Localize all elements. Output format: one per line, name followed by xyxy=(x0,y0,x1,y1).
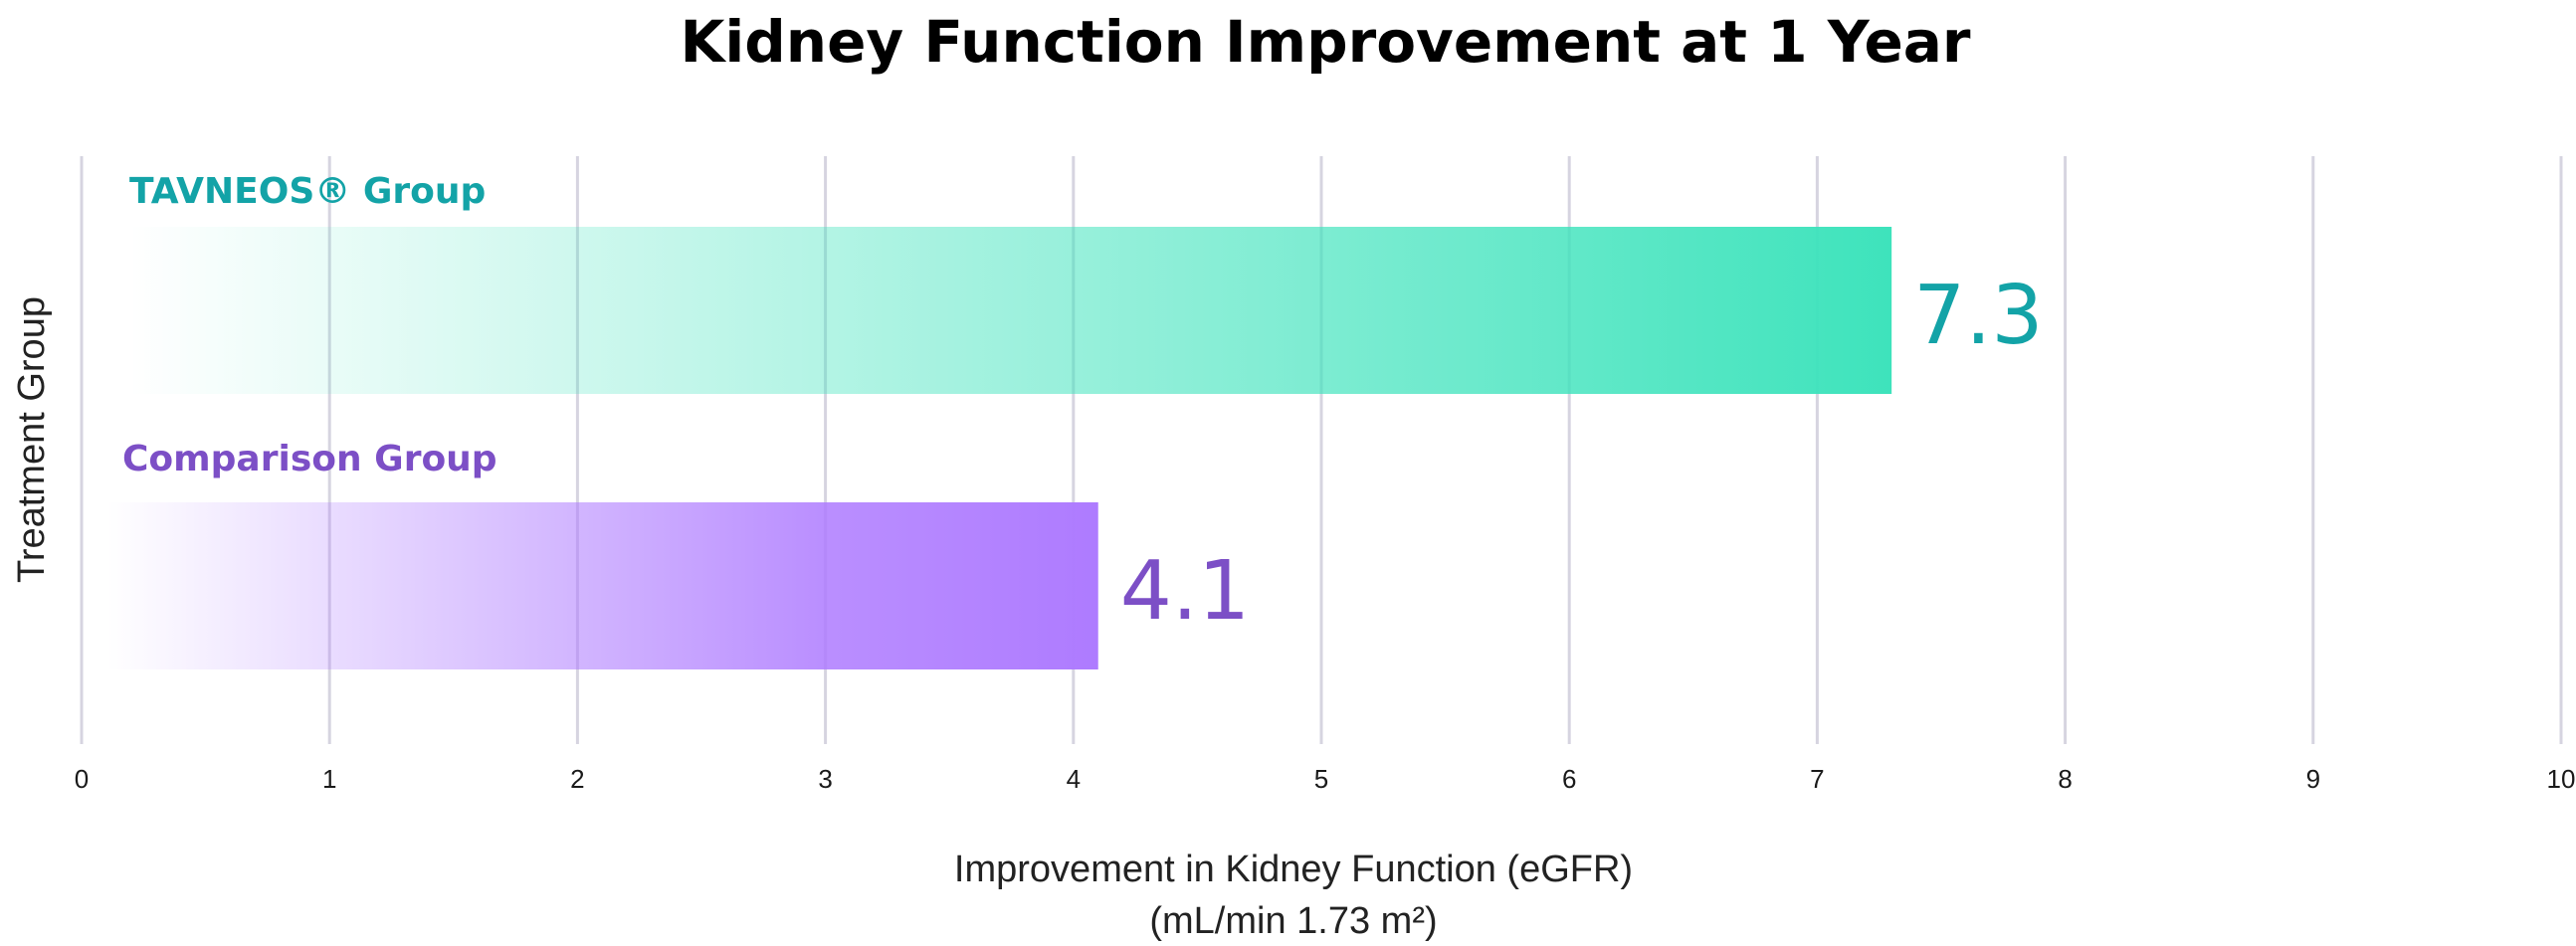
x-tick-label: 8 xyxy=(2058,764,2072,794)
y-axis-label: Treatment Group xyxy=(11,296,53,583)
x-axis-units: (mL/min 1.73 m²) xyxy=(1149,900,1437,942)
category-label-tavneos: TAVNEOS® Group xyxy=(129,171,486,212)
x-axis-label: Improvement in Kidney Function (eGFR) xyxy=(954,849,1633,890)
x-tick-label: 3 xyxy=(818,764,832,794)
x-tick-label: 9 xyxy=(2306,764,2320,794)
x-tick-label: 10 xyxy=(2547,764,2576,794)
data-label-comparison: 4.1 xyxy=(1120,544,1250,639)
x-tick-labels: 0 1 2 3 4 5 6 7 8 9 10 xyxy=(75,764,2576,794)
x-tick-label: 7 xyxy=(1810,764,1824,794)
bar-comparison xyxy=(107,502,1098,669)
x-tick-label: 1 xyxy=(322,764,336,794)
chart-title: Kidney Function Improvement at 1 Year xyxy=(680,8,1970,76)
data-label-tavneos: 7.3 xyxy=(1913,269,2043,363)
category-label-comparison: Comparison Group xyxy=(122,439,497,479)
x-tick-label: 4 xyxy=(1067,764,1081,794)
bar-tavneos xyxy=(129,227,1892,394)
x-tick-label: 2 xyxy=(570,764,584,794)
x-tick-label: 5 xyxy=(1314,764,1328,794)
bars: TAVNEOS® Group 7.3 Comparison Group 4.1 xyxy=(107,171,2044,669)
x-tick-label: 6 xyxy=(1562,764,1576,794)
x-tick-label: 0 xyxy=(75,764,89,794)
